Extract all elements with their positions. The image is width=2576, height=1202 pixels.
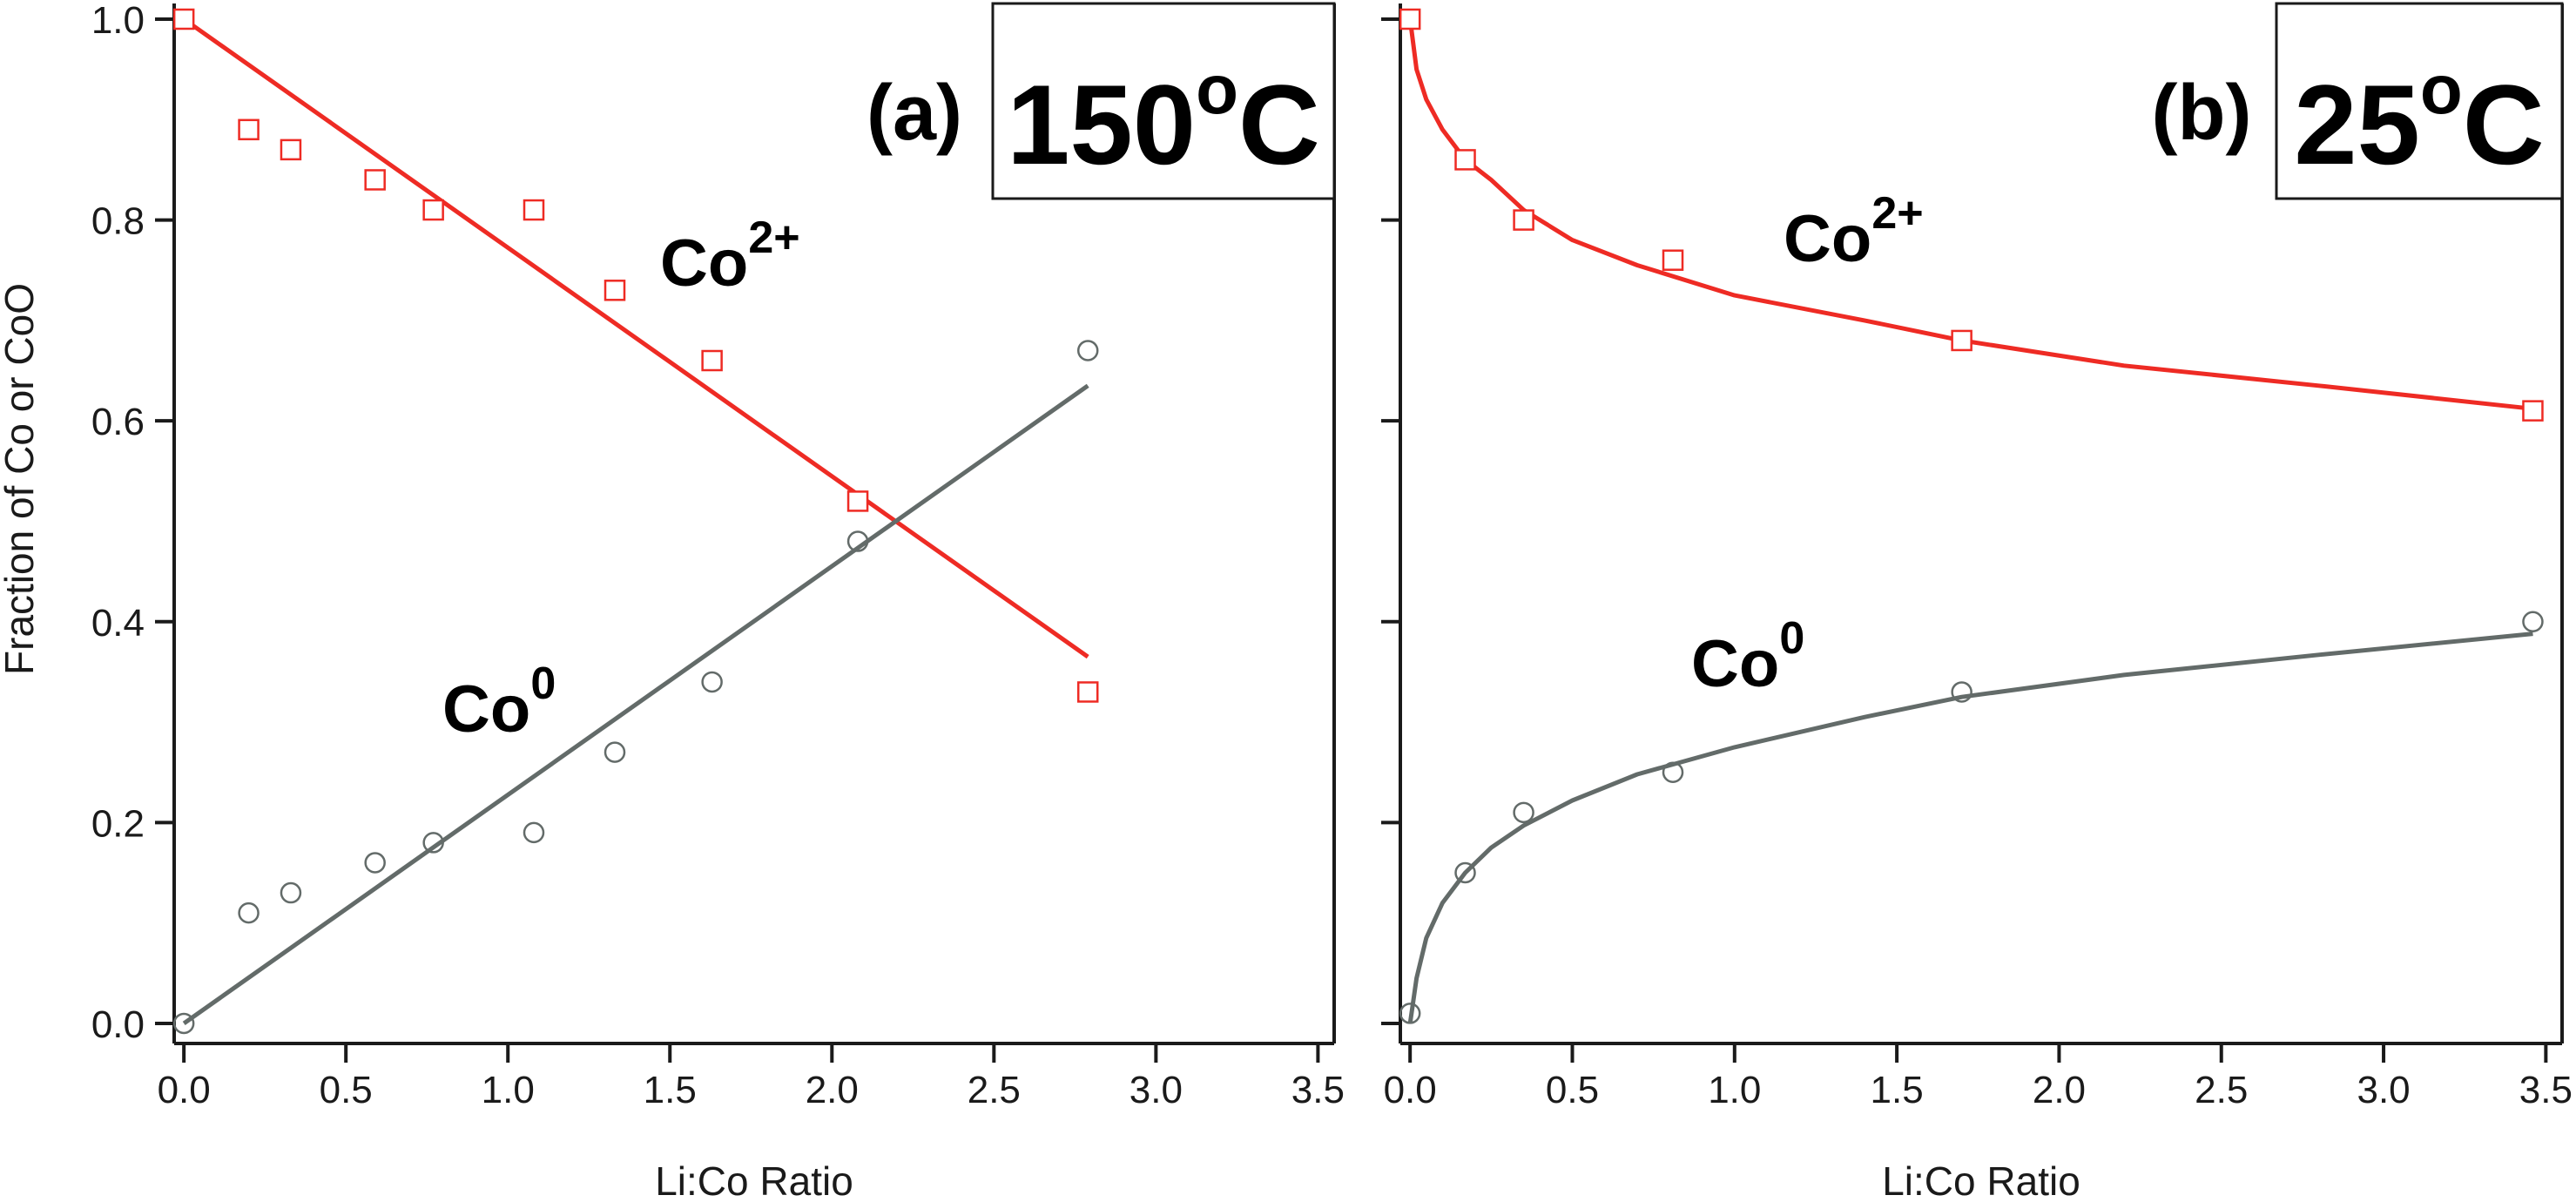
data-point-co0	[523, 821, 545, 844]
data-point-co2plus	[422, 199, 444, 221]
x-tick-label: 3.5	[1291, 1069, 1345, 1111]
x-tick-label: 2.5	[968, 1069, 1021, 1111]
data-point-co2plus	[523, 199, 545, 221]
x-tick-label: 1.5	[1871, 1069, 1924, 1111]
data-point-co0	[1399, 1003, 1421, 1024]
panel-b-25c: 0.0 0.5 1.0 1.5 2.0 2.5 3.0 3.5 Li:Co Ratio 25oC (…	[1381, 2, 2573, 1202]
data-point-co0	[604, 741, 626, 763]
data-point-co0	[846, 530, 869, 552]
x-tick-label: 1.0	[1708, 1069, 1761, 1111]
panel-label: (a)	[867, 70, 962, 157]
y-tick-label: 0.4	[91, 602, 145, 645]
series-label-co2plus: Co2+	[1784, 188, 1924, 276]
panel-a-150c: 0.0 0.5 1.0 1.5 2.0 2.5 3.0 3.5 0.0 0.2 0.4 0.6 0.8 1…	[91, 0, 1345, 1202]
data-point-co0	[2522, 611, 2544, 633]
fit-line-co0	[1407, 631, 2533, 1024]
fit-line-co2plus	[182, 17, 1089, 659]
series-label-co2plus: Co2+	[660, 213, 800, 300]
data-point-co0	[280, 881, 302, 904]
x-tick-label: 0.0	[1384, 1069, 1437, 1111]
x-tick-label: 0.5	[320, 1069, 373, 1111]
data-point-co2plus	[2522, 400, 2544, 422]
x-tick-label: 3.0	[1130, 1069, 1183, 1111]
x-tick-label: 2.0	[806, 1069, 859, 1111]
data-point-co2plus	[1399, 8, 1421, 30]
data-point-co2plus	[846, 490, 869, 512]
x-tick-label: 0.5	[1546, 1069, 1599, 1111]
series-label-co0: Co0	[1691, 613, 1804, 701]
y-tick-label: 0.0	[91, 1003, 145, 1046]
data-point-co0	[364, 852, 386, 874]
y-axis-label: Fraction of Co or CoO	[0, 283, 42, 675]
x-tick-label: 1.0	[482, 1069, 535, 1111]
data-point-co2plus	[1513, 209, 1534, 231]
data-point-co0	[1454, 861, 1476, 884]
data-point-co2plus	[1454, 149, 1476, 171]
data-point-co0	[238, 902, 260, 924]
temperature-box	[991, 2, 1336, 200]
data-point-co2plus	[280, 138, 302, 161]
data-point-co2plus	[604, 280, 626, 301]
y-tick-label: 0.8	[91, 200, 145, 243]
x-axis-label: Li:Co Ratio	[655, 1158, 853, 1202]
data-point-co0	[1076, 340, 1099, 361]
x-axis-label: Li:Co Ratio	[1882, 1158, 2080, 1202]
data-point-co0	[1513, 801, 1534, 824]
panel-label: (b)	[2152, 70, 2252, 157]
data-point-co2plus	[1076, 681, 1099, 703]
x-tick-label: 0.0	[158, 1069, 211, 1111]
data-point-co2plus	[172, 8, 195, 30]
y-tick-label: 0.2	[91, 802, 145, 845]
y-tick-label: 0.6	[91, 401, 145, 443]
data-point-co0	[172, 1012, 195, 1035]
temperature-box	[2275, 2, 2564, 200]
x-tick-label: 3.0	[2357, 1069, 2410, 1111]
x-tick-label: 1.5	[644, 1069, 697, 1111]
series-label-co0: Co0	[442, 658, 556, 746]
x-tick-label: 3.5	[2519, 1069, 2573, 1111]
data-point-co0	[422, 832, 444, 854]
data-point-co2plus	[1951, 329, 1972, 352]
data-point-co2plus	[364, 169, 386, 191]
x-tick-label: 2.0	[2033, 1069, 2086, 1111]
y-tick-label: 1.0	[91, 0, 145, 42]
fit-line-co0	[182, 383, 1089, 1025]
fit-line-co2plus	[1407, 18, 2533, 411]
data-point-co0	[1662, 761, 1684, 783]
data-point-co2plus	[701, 349, 723, 372]
x-tick-label: 2.5	[2195, 1069, 2248, 1111]
data-point-co2plus	[238, 118, 260, 141]
temperature-label: 25oC	[2294, 51, 2544, 188]
data-point-co2plus	[1662, 249, 1684, 271]
data-point-co0	[701, 671, 723, 693]
data-point-co0	[1951, 681, 1972, 703]
temperature-label: 150oC	[1007, 51, 1320, 188]
